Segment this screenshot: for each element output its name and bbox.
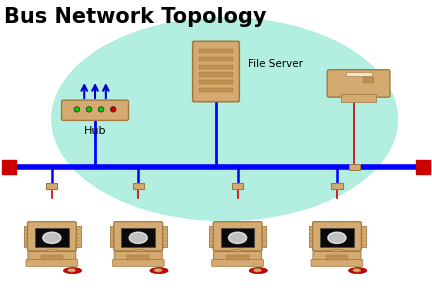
Bar [199,65,233,69]
Ellipse shape [349,268,367,274]
Bar [308,226,314,247]
FancyBboxPatch shape [327,70,390,97]
Ellipse shape [150,268,168,274]
FancyBboxPatch shape [28,222,76,251]
FancyBboxPatch shape [114,222,162,251]
Bar [341,94,376,102]
Bar [127,255,149,257]
FancyBboxPatch shape [26,260,78,266]
Bar [110,226,116,247]
Bar [226,255,249,257]
FancyBboxPatch shape [114,252,162,262]
Bar [346,72,372,76]
FancyBboxPatch shape [313,222,361,251]
Bar [320,228,354,247]
FancyBboxPatch shape [213,222,262,251]
Bar [46,183,57,189]
Bar [332,249,342,254]
Bar [47,249,57,254]
Bar [326,255,348,257]
Bar [363,77,374,83]
Ellipse shape [249,268,267,274]
FancyBboxPatch shape [112,260,164,266]
Ellipse shape [43,232,61,243]
Bar [226,258,249,260]
Ellipse shape [229,232,247,243]
Bar [133,183,144,189]
Ellipse shape [154,268,162,272]
Bar [199,57,233,61]
Bar [416,160,430,174]
FancyBboxPatch shape [311,260,363,266]
Ellipse shape [64,268,82,274]
Bar [127,258,149,260]
Ellipse shape [129,232,147,243]
Bar [121,228,155,247]
Bar [221,228,254,247]
Bar [349,164,360,170]
Ellipse shape [253,268,262,272]
Bar [210,226,215,247]
FancyBboxPatch shape [28,252,76,262]
Bar [133,249,143,254]
Bar [41,255,63,257]
Bar [326,258,348,260]
FancyBboxPatch shape [313,252,361,262]
Text: Hub: Hub [84,126,106,136]
FancyBboxPatch shape [193,41,239,102]
FancyBboxPatch shape [62,100,128,120]
Ellipse shape [98,107,104,112]
Ellipse shape [353,268,361,272]
Text: Bus Network Topology: Bus Network Topology [4,7,267,27]
FancyBboxPatch shape [212,260,264,266]
Bar [233,249,242,254]
Bar [35,228,69,247]
Bar [199,88,233,92]
Ellipse shape [52,18,397,221]
Bar [162,226,167,247]
Bar [199,72,233,77]
Bar [232,183,243,189]
Bar [41,258,63,260]
Ellipse shape [74,107,79,112]
Ellipse shape [67,268,76,272]
Bar [260,226,266,247]
Bar [360,226,365,247]
Bar [75,226,80,247]
Ellipse shape [111,107,116,112]
Ellipse shape [328,232,346,243]
Ellipse shape [86,107,92,112]
Bar [2,160,16,174]
Bar [23,226,29,247]
Text: File Server: File Server [248,59,303,69]
Bar [199,49,233,54]
Bar [331,183,343,189]
Bar [199,80,233,85]
FancyBboxPatch shape [214,252,262,262]
